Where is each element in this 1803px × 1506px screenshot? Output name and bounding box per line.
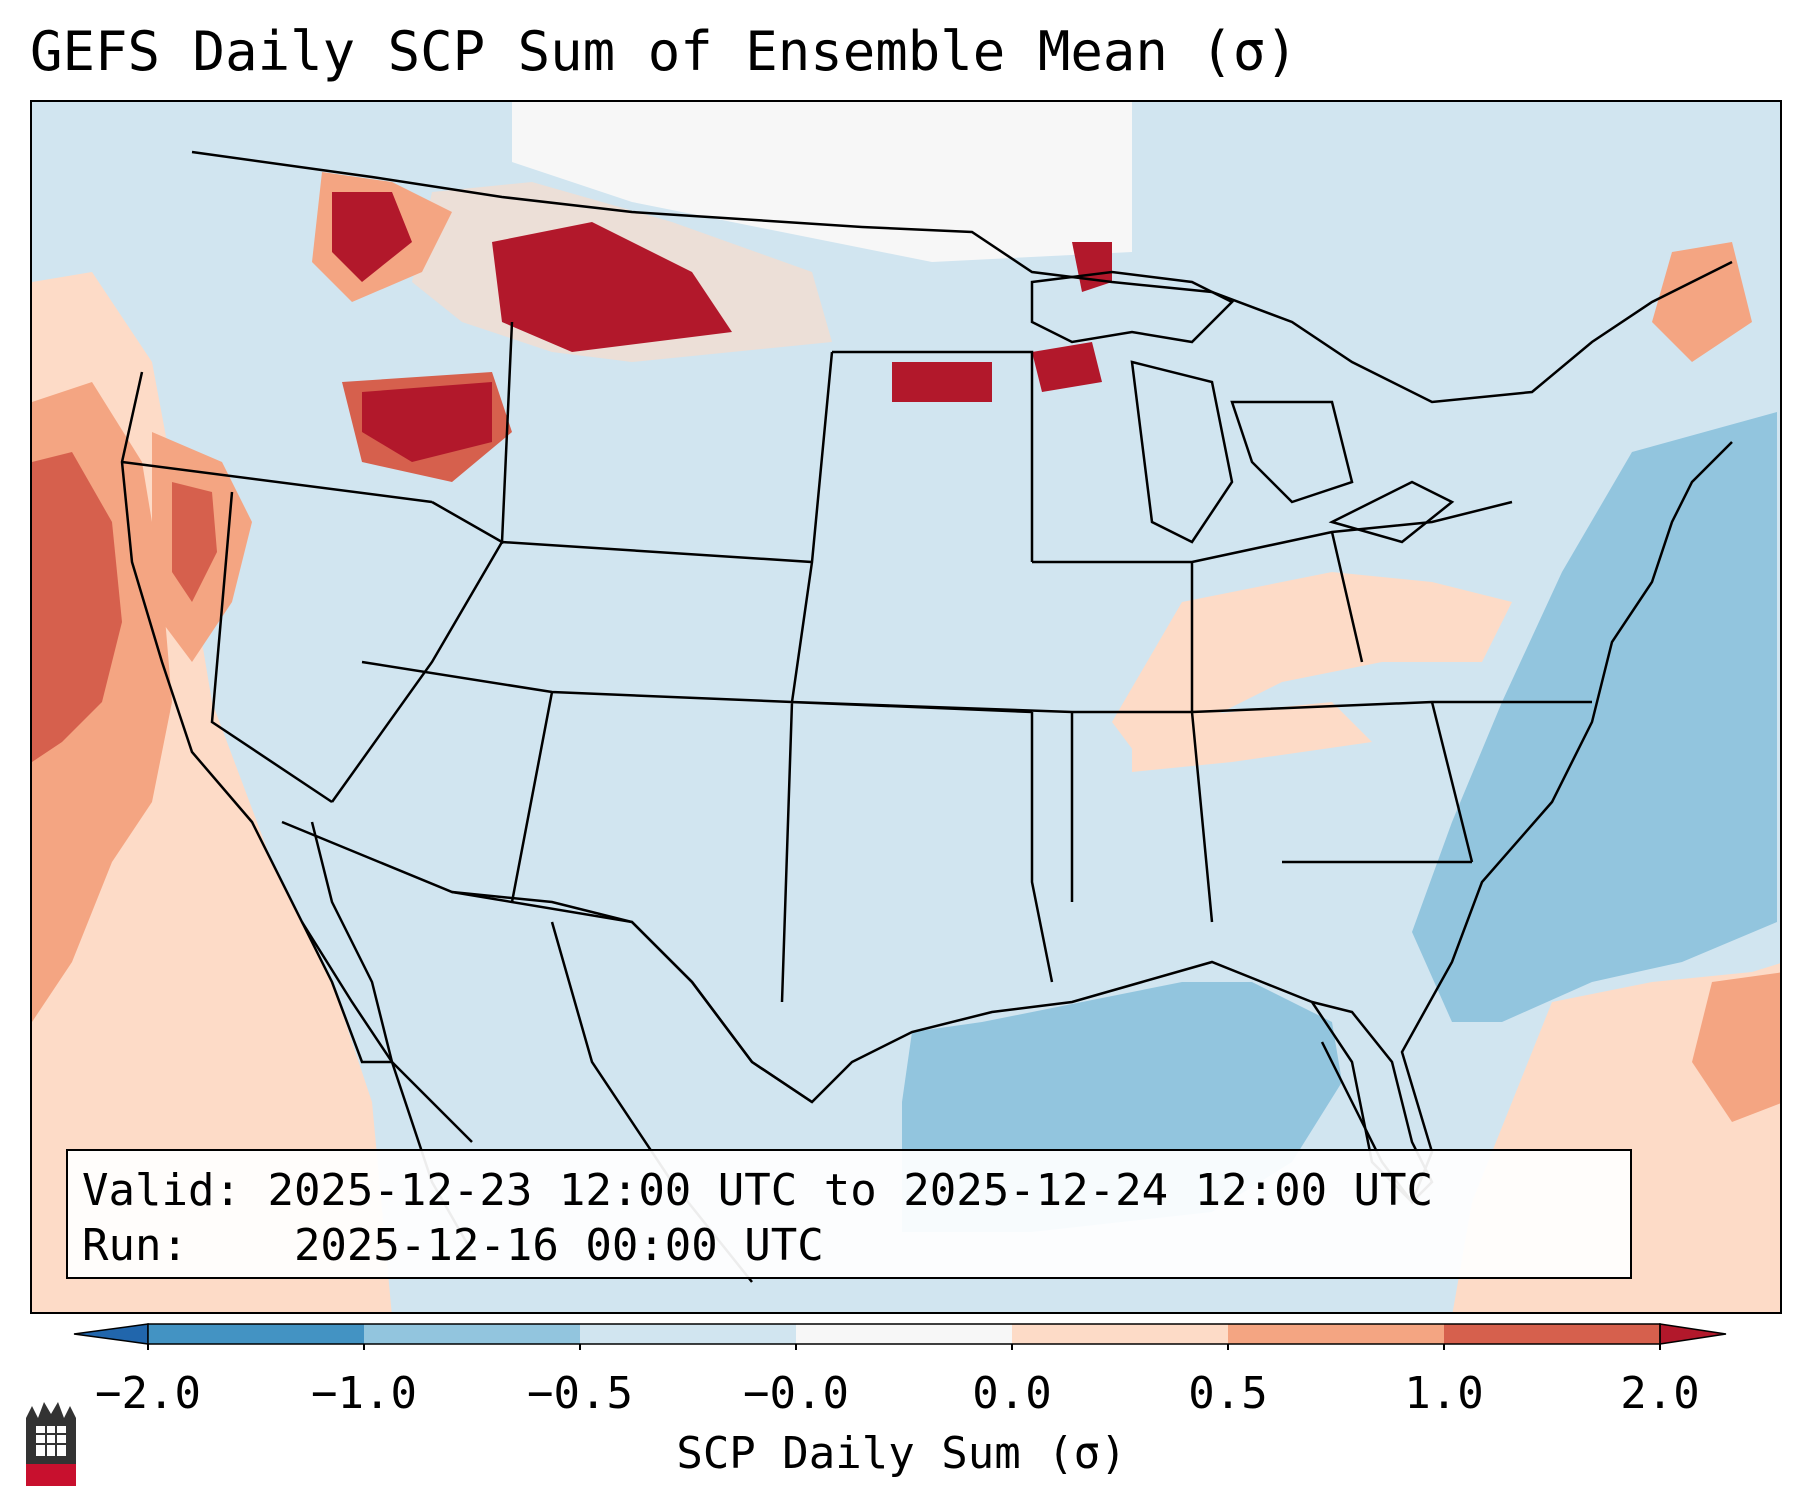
colorbar-over-arrow [1659, 1323, 1727, 1345]
great-lakes-outline [1030, 270, 1455, 544]
colorbar-tick-label: −1.0 [311, 1368, 417, 1419]
canada-neutral [512, 102, 1132, 262]
colorbar-tick-label: −2.0 [95, 1368, 201, 1419]
idaho-core [362, 382, 492, 462]
colorbar-segment [796, 1324, 1012, 1344]
bc-core [332, 192, 412, 282]
wisconsin-core [1032, 342, 1102, 392]
baja-peninsula [300, 821, 394, 1064]
minnesota-core [892, 362, 992, 402]
canada-border [191, 150, 1733, 404]
valid-value: 2025-12-23 12:00 UTC to 2025-12-24 12:00… [267, 1165, 1434, 1216]
colorbar [73, 1323, 1727, 1350]
colorbar-tick-label: −0.0 [743, 1368, 849, 1419]
colorbar-label: SCP Daily Sum (σ) [676, 1428, 1127, 1479]
california-hot [172, 482, 217, 602]
colorbar-tick-label: 2.0 [1620, 1368, 1700, 1419]
run-label: Run: [82, 1220, 188, 1271]
map-svg [32, 102, 1780, 1312]
ontario-spot [1072, 242, 1112, 292]
colorbar-segment [1228, 1324, 1444, 1344]
colorbar-segment [1012, 1324, 1228, 1344]
state-lines [121, 321, 1592, 1003]
montana-core [492, 222, 732, 352]
colorbar-frame [147, 1323, 1661, 1345]
pacific-warm-inner [32, 452, 122, 762]
colorbar-tick-label: −0.5 [527, 1368, 633, 1419]
colorbar-segment [580, 1324, 796, 1344]
map-panel [30, 100, 1782, 1314]
map-title: GEFS Daily SCP Sum of Ensemble Mean (σ) [30, 20, 1298, 83]
colorbar-segment [1444, 1324, 1660, 1344]
niu-logo-icon [26, 1402, 76, 1486]
colorbar-segment [364, 1324, 580, 1344]
valid-line: Valid: 2025-12-23 12:00 UTC to 2025-12-2… [82, 1163, 1616, 1218]
colorbar-tick-label: 1.0 [1404, 1368, 1484, 1419]
run-line: Run: 2025-12-16 00:00 UTC [82, 1218, 1616, 1273]
info-box: Valid: 2025-12-23 12:00 UTC to 2025-12-2… [66, 1149, 1632, 1279]
colorbar-tick-label: 0.5 [1188, 1368, 1268, 1419]
valid-label: Valid: [82, 1165, 241, 1216]
run-value: 2025-12-16 00:00 UTC [293, 1220, 824, 1271]
caribbean-warm-mid [1692, 972, 1780, 1122]
colorbar-segment [148, 1324, 364, 1344]
quebec-warm [1652, 242, 1752, 362]
colorbar-tick-label: 0.0 [972, 1368, 1052, 1419]
colorbar-under-arrow [73, 1323, 149, 1345]
